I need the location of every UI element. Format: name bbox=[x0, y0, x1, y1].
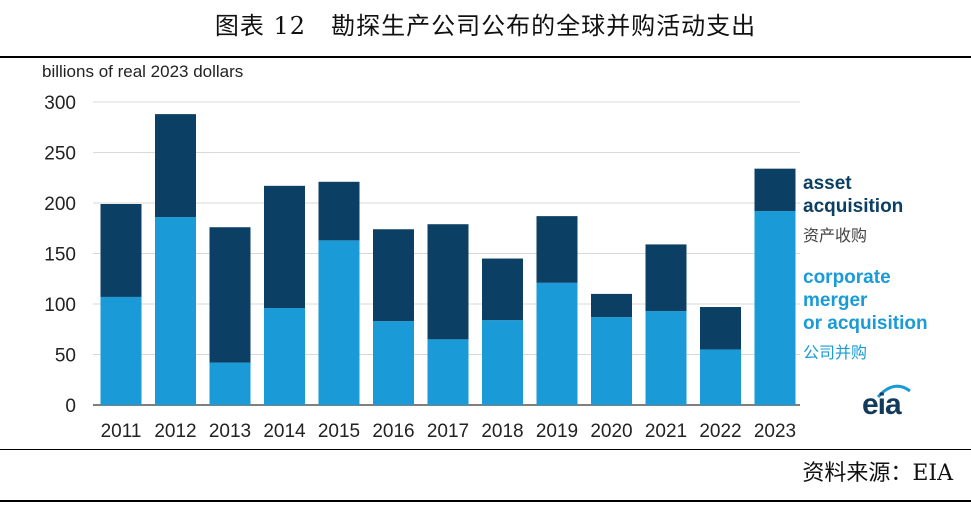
legend-corp-line1: corporate bbox=[803, 267, 891, 288]
x-tick-label: 2023 bbox=[754, 421, 796, 442]
eia-logo-arc-icon bbox=[876, 384, 911, 399]
legend-asset-line2: acquisition bbox=[803, 196, 904, 217]
bar-corporate-merger bbox=[373, 321, 414, 405]
bar-corporate-merger bbox=[264, 308, 305, 405]
top-rule bbox=[0, 56, 971, 58]
bar-corporate-merger bbox=[209, 362, 251, 405]
bar-asset-acquisition bbox=[482, 258, 523, 321]
bar-asset-acquisition bbox=[209, 227, 251, 363]
x-tick-label: 2018 bbox=[481, 421, 523, 442]
x-tick-label: 2013 bbox=[209, 421, 251, 442]
x-tick-labels: 2011 2012 2013 2014 2015 2016 2017 2018 2019 2020… bbox=[101, 421, 797, 442]
bar-asset-acquisition bbox=[536, 216, 578, 283]
y-tick-label: 150 bbox=[44, 245, 76, 266]
bar-asset-acquisition bbox=[318, 181, 360, 241]
bar-corporate-merger bbox=[318, 240, 360, 405]
bar-corporate-merger bbox=[536, 282, 578, 405]
y-tick-label: 250 bbox=[44, 144, 76, 165]
legend-asset-acquisition: asset acquisition 资产收购 bbox=[803, 172, 903, 246]
x-tick-label: 2014 bbox=[263, 421, 306, 442]
legend-asset-cn: 资产收购 bbox=[803, 228, 868, 245]
bar-asset-acquisition bbox=[264, 185, 305, 309]
legend-corp-line3: or acquisition bbox=[803, 313, 928, 334]
bar-corporate-merger bbox=[155, 217, 196, 405]
bar-corporate-merger bbox=[754, 211, 796, 405]
bar-corporate-merger bbox=[645, 311, 687, 405]
bar-corporate-merger bbox=[700, 349, 741, 405]
x-tick-label: 2017 bbox=[427, 421, 469, 442]
bar-corporate-merger bbox=[591, 317, 632, 405]
bar-asset-acquisition bbox=[700, 307, 741, 350]
y-tick-label: 0 bbox=[65, 396, 76, 417]
x-tick-label: 2020 bbox=[590, 421, 632, 442]
x-tick-label: 2022 bbox=[699, 421, 741, 442]
y-tick-labels: 0 50 100 150 200 250 300 bbox=[44, 93, 76, 417]
y-tick-label: 200 bbox=[44, 194, 76, 215]
legend-corp-cn: 公司并购 bbox=[803, 345, 868, 362]
figure-caption: 图表 12 勘探生产公司公布的全球并购活动支出 bbox=[214, 12, 757, 40]
bar-corporate-merger bbox=[427, 339, 469, 405]
legend-corporate-merger: corporate merger or acquisition 公司并购 bbox=[803, 266, 928, 363]
y-axis-unit-label: billions of real 2023 dollars bbox=[42, 62, 244, 81]
x-tick-label: 2015 bbox=[318, 421, 360, 442]
bar-corporate-merger bbox=[482, 320, 523, 405]
y-tick-label: 100 bbox=[44, 295, 76, 316]
y-tick-label: 50 bbox=[55, 346, 76, 367]
bottom-rule bbox=[0, 500, 971, 502]
x-tick-label: 2019 bbox=[536, 421, 578, 442]
bars bbox=[100, 114, 796, 405]
legend-asset-line1: asset bbox=[803, 173, 852, 194]
bar-corporate-merger bbox=[100, 296, 142, 405]
mid-rule bbox=[0, 449, 971, 450]
bar-asset-acquisition bbox=[100, 204, 142, 297]
source-note: 资料来源：EIA bbox=[802, 461, 953, 486]
x-tick-label: 2016 bbox=[372, 421, 414, 442]
bar-asset-acquisition bbox=[155, 114, 196, 218]
x-tick-label: 2012 bbox=[154, 421, 196, 442]
bar-asset-acquisition bbox=[373, 229, 414, 322]
legend-corp-line2: merger bbox=[803, 290, 868, 311]
bar-asset-acquisition bbox=[645, 244, 687, 312]
bar-asset-acquisition bbox=[427, 224, 469, 340]
y-tick-label: 300 bbox=[44, 93, 76, 114]
x-tick-label: 2021 bbox=[645, 421, 687, 442]
eia-logo: eia bbox=[862, 388, 902, 421]
bar-asset-acquisition bbox=[591, 293, 632, 318]
bar-asset-acquisition bbox=[754, 168, 796, 212]
x-tick-label: 2011 bbox=[101, 421, 142, 442]
